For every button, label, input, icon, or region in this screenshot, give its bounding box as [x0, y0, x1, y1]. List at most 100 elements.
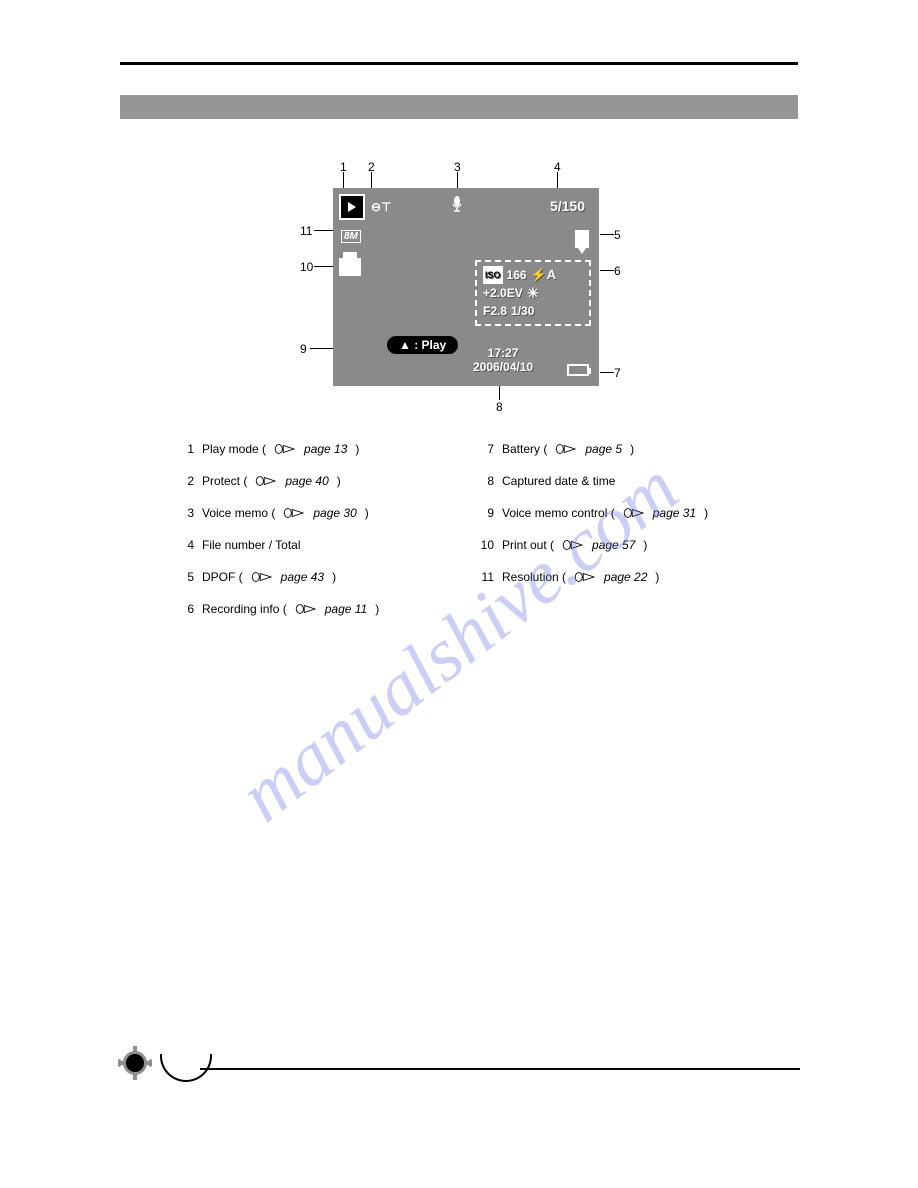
legend-page: page 5	[585, 442, 622, 456]
callout-7: 7	[614, 366, 621, 380]
resolution-badge: 8M	[341, 230, 361, 243]
battery-icon	[567, 364, 589, 376]
legend-page: page 13	[304, 442, 347, 456]
legend-num: 4	[180, 538, 194, 552]
legend-num: 1	[180, 442, 194, 456]
leader-6	[600, 270, 614, 271]
rec-line-1: ISO 166 ⚡A	[483, 266, 583, 284]
legend-num: 11	[480, 570, 494, 584]
leader-8	[499, 386, 500, 400]
legend-label: Protect (	[202, 474, 247, 488]
ev-value: +2.0EV	[483, 284, 523, 302]
legend-item: 6 Recording info ( page 11 )	[180, 596, 440, 622]
callout-5: 5	[614, 228, 621, 242]
iso-value: 166	[507, 266, 527, 284]
dpof-icon	[575, 230, 589, 248]
legend-item: 8 Captured date & time	[480, 468, 740, 494]
play-control-label: ▲ : Play	[387, 336, 458, 354]
print-icon	[339, 258, 361, 276]
legend-left-col: 1 Play mode ( page 13 ) 2 Protect ( page…	[180, 436, 440, 628]
legend-item: 2 Protect ( page 40 )	[180, 468, 440, 494]
legend-num: 6	[180, 602, 194, 616]
legend-tail: )	[355, 442, 359, 456]
legend-right-col: 7 Battery ( page 5 ) 8 Captured date & t…	[480, 436, 740, 596]
hand-pointer-icon	[283, 505, 305, 521]
voice-memo-icon	[451, 196, 463, 215]
legend-tail: )	[365, 506, 369, 520]
hand-pointer-icon	[295, 601, 317, 617]
rec-line-2: +2.0EV ☀	[483, 284, 583, 302]
iso-badge: ISO	[483, 266, 503, 284]
flash-icon: ⚡A	[531, 266, 557, 284]
legend-label: Play mode (	[202, 442, 266, 456]
legend-num: 7	[480, 442, 494, 456]
legend-item: 9 Voice memo control ( page 31 )	[480, 500, 740, 526]
leader-7	[600, 372, 614, 373]
hand-pointer-icon	[562, 537, 584, 553]
legend-item: 4 File number / Total	[180, 532, 440, 558]
legend-page: page 11	[325, 602, 368, 616]
legend-tail: )	[630, 442, 634, 456]
file-number: 5/150	[550, 198, 585, 214]
playback-icon	[341, 196, 363, 218]
legend-label: Print out (	[502, 538, 554, 552]
legend-tail: )	[704, 506, 708, 520]
legend-label: DPOF (	[202, 570, 243, 584]
legend-page: page 30	[313, 506, 356, 520]
footer-line	[200, 1068, 800, 1070]
hand-pointer-icon	[623, 505, 645, 521]
hand-pointer-icon	[574, 569, 596, 585]
legend-item: 10 Print out ( page 57 )	[480, 532, 740, 558]
footer-arc	[160, 1054, 212, 1082]
legend-label: File number / Total	[202, 538, 301, 552]
legend-label: Voice memo (	[202, 506, 275, 520]
legend-tail: )	[375, 602, 379, 616]
leader-10	[314, 266, 334, 267]
legend-tail: )	[655, 570, 659, 584]
time-value: 17:27	[473, 346, 533, 360]
datetime-block: 17:27 2006/04/10	[473, 346, 533, 374]
lcd-screen: ⊖⊤ 5/150 8M ISO 166 ⚡A +2.0EV ☀ F2.8	[333, 188, 599, 386]
legend-item: 3 Voice memo ( page 30 )	[180, 500, 440, 526]
callout-8: 8	[496, 400, 503, 414]
legend-num: 10	[480, 538, 494, 552]
legend-num: 8	[480, 474, 494, 488]
leader-11	[314, 230, 334, 231]
legend-page: page 22	[604, 570, 647, 584]
hand-pointer-icon	[274, 441, 296, 457]
hand-pointer-icon	[555, 441, 577, 457]
shutter-value: 1/30	[511, 302, 534, 320]
legend-item: 7 Battery ( page 5 )	[480, 436, 740, 462]
legend-page: page 43	[281, 570, 324, 584]
legend-label: Voice memo control (	[502, 506, 615, 520]
legend-item: 1 Play mode ( page 13 )	[180, 436, 440, 462]
legend-tail: )	[332, 570, 336, 584]
legend-num: 3	[180, 506, 194, 520]
legend-label: Resolution (	[502, 570, 566, 584]
callout-10: 10	[300, 260, 313, 274]
legend-num: 9	[480, 506, 494, 520]
legend-item: 11 Resolution ( page 22 )	[480, 564, 740, 590]
protect-icon: ⊖⊤	[371, 200, 392, 214]
legend-page: page 40	[285, 474, 328, 488]
rec-line-3: F2.8 1/30	[483, 302, 583, 320]
gear-icon	[118, 1046, 152, 1080]
legend-num: 5	[180, 570, 194, 584]
recording-info-box: ISO 166 ⚡A +2.0EV ☀ F2.8 1/30	[475, 260, 591, 326]
legend-tail: )	[337, 474, 341, 488]
callout-11: 11	[300, 224, 312, 238]
date-value: 2006/04/10	[473, 360, 533, 374]
lcd-diagram: 1 2 3 4 5 6 7 8 9 10 11 ⊖⊤ 5/150 8M	[300, 160, 630, 420]
legend-num: 2	[180, 474, 194, 488]
top-divider	[120, 62, 798, 65]
legend-page: page 57	[592, 538, 635, 552]
section-title-bar	[120, 95, 798, 119]
legend-tail: )	[643, 538, 647, 552]
legend-label: Battery (	[502, 442, 547, 456]
wb-icon: ☀	[527, 284, 540, 302]
hand-pointer-icon	[251, 569, 273, 585]
callout-9: 9	[300, 342, 307, 356]
legend-page: page 31	[653, 506, 696, 520]
legend-label: Recording info (	[202, 602, 287, 616]
leader-5	[600, 234, 614, 235]
